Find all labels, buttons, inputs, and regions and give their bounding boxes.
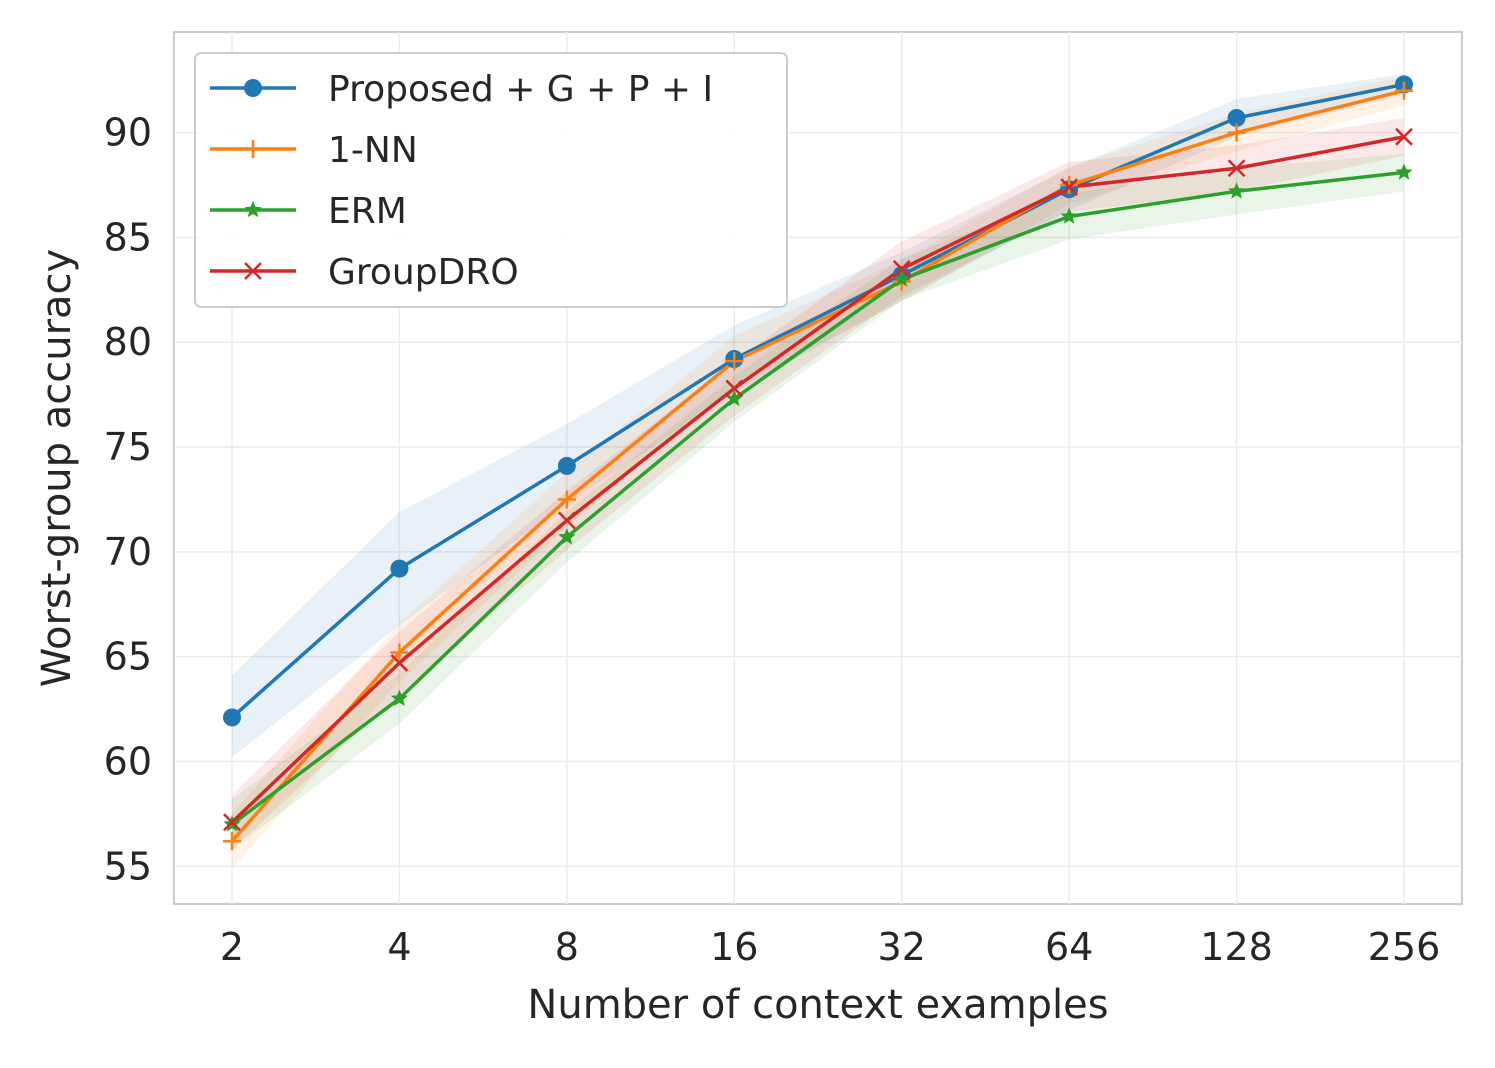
- legend-box: [194, 52, 788, 308]
- data-point: [1060, 207, 1078, 224]
- series-lines: [230, 82, 1405, 843]
- data-point: [1060, 176, 1079, 195]
- data-point: [1395, 81, 1413, 100]
- data-point: [1395, 163, 1413, 180]
- legend-marker: [244, 262, 262, 280]
- series-markers: [223, 75, 1413, 851]
- y-tick-label: 65: [104, 635, 152, 679]
- series-line: [230, 135, 1405, 824]
- data-point: [1227, 159, 1246, 178]
- x-tick-label: 128: [1200, 925, 1273, 969]
- x-tick-label: 2: [220, 925, 244, 969]
- y-axis-label: Worst-group accuracy: [34, 249, 80, 687]
- y-tick-label: 90: [104, 111, 152, 155]
- y-tick-label: 85: [104, 215, 152, 259]
- y-axis-ticks: 55 60 65 70 75 80 85 90: [104, 111, 152, 889]
- x-tick-label: 8: [555, 925, 579, 969]
- data-point: [1060, 178, 1079, 196]
- data-point: [893, 270, 911, 287]
- data-point: [725, 379, 744, 398]
- legend-marker: [244, 140, 262, 158]
- legend-marker: [244, 201, 262, 218]
- data-point: [390, 559, 409, 578]
- data-point: [390, 654, 409, 672]
- x-axis-label: Number of context examples: [527, 982, 1108, 1028]
- x-axis-ticks: 2 4 8 16 32 64 128 256: [220, 925, 1440, 969]
- legend-label: 1-NN: [328, 130, 418, 171]
- data-point: [558, 528, 576, 545]
- x-tick-label: 256: [1368, 925, 1441, 969]
- legend-label: ERM: [328, 191, 407, 232]
- data-point: [1395, 127, 1413, 146]
- data-point: [390, 643, 409, 662]
- data-point: [557, 511, 576, 530]
- data-point: [223, 832, 241, 851]
- legend-marker: [244, 79, 262, 97]
- x-tick-label: 4: [387, 925, 411, 969]
- y-tick-label: 55: [104, 844, 152, 888]
- data-point: [725, 389, 743, 407]
- data-point: [223, 813, 241, 832]
- series-line: [230, 82, 1405, 719]
- x-tick-label: 16: [710, 925, 758, 969]
- y-tick-label: 80: [104, 320, 152, 364]
- x-tick-label: 32: [878, 925, 926, 969]
- data-point: [892, 259, 911, 278]
- data-point: [223, 708, 241, 727]
- y-tick-label: 70: [104, 530, 152, 574]
- y-tick-label: 75: [104, 425, 152, 469]
- legend-label: GroupDRO: [328, 252, 519, 293]
- data-point: [557, 490, 576, 509]
- legend: Proposed + G + P + I 1-NN ERM GroupDRO: [194, 52, 788, 308]
- series-line: [230, 170, 1405, 826]
- y-tick-label: 60: [104, 739, 152, 783]
- data-point: [557, 456, 576, 475]
- legend-label: Proposed + G + P + I: [328, 69, 713, 110]
- data-point: [390, 689, 408, 706]
- x-tick-label: 64: [1045, 925, 1093, 969]
- data-point: [1228, 182, 1246, 199]
- data-point: [1227, 108, 1246, 127]
- series-line: [230, 88, 1405, 843]
- data-point: [725, 352, 744, 371]
- data-point: [1227, 123, 1246, 142]
